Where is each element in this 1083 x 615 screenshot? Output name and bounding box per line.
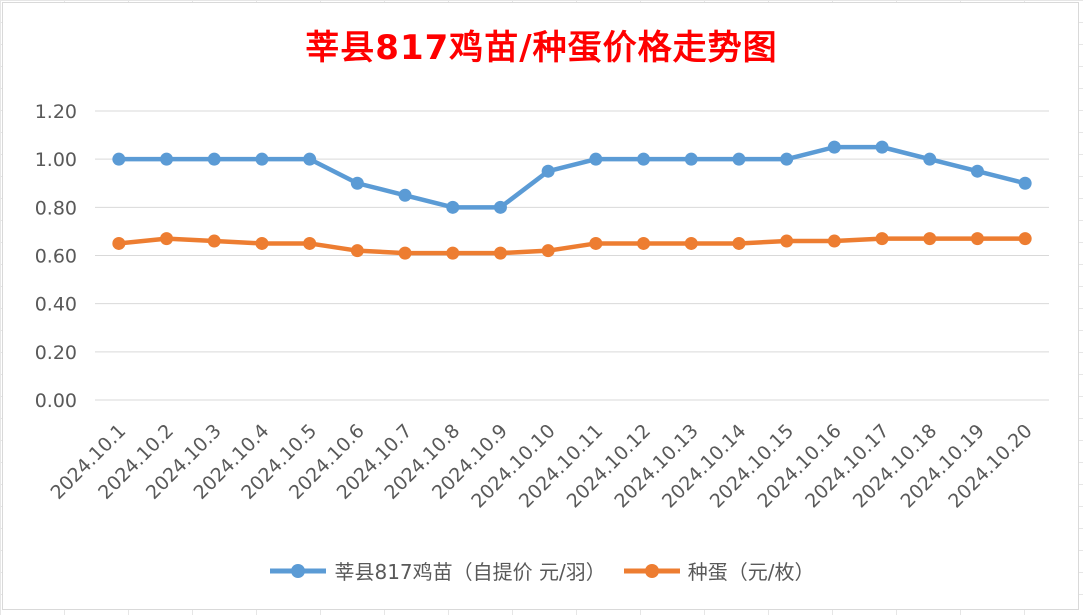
data-point-series-0 xyxy=(112,152,126,166)
data-point-series-1 xyxy=(637,236,651,250)
data-point-series-0 xyxy=(541,164,555,178)
data-point-series-1 xyxy=(446,246,460,260)
data-point-series-1 xyxy=(160,232,174,246)
legend-item-egg: 种蛋（元/枚） xyxy=(622,556,815,585)
series-line-1 xyxy=(116,236,1028,256)
data-point-series-1 xyxy=(1018,232,1032,246)
data-point-series-0 xyxy=(732,152,746,166)
series-line-0 xyxy=(116,144,1028,210)
legend-label-egg: 种蛋（元/枚） xyxy=(687,560,815,584)
y-tick-label: 0.80 xyxy=(35,197,77,219)
data-point-series-0 xyxy=(875,140,889,154)
legend-label-chick: 莘县817鸡苗（自提价 元/羽） xyxy=(334,560,606,584)
data-point-series-1 xyxy=(493,246,507,260)
y-tick-label: 0.40 xyxy=(35,294,77,316)
y-tick-label: 1.00 xyxy=(35,149,77,171)
data-point-series-0 xyxy=(493,200,507,214)
legend-swatch-chick xyxy=(270,563,327,578)
chart-title: 莘县817鸡苗/种蛋价格走势图 xyxy=(305,28,778,68)
data-point-series-1 xyxy=(398,246,412,260)
data-point-series-1 xyxy=(541,244,555,258)
data-point-series-1 xyxy=(112,236,126,250)
data-point-series-1 xyxy=(827,234,841,248)
data-point-series-1 xyxy=(875,232,889,246)
data-point-series-1 xyxy=(923,232,937,246)
y-tick-label: 1.20 xyxy=(35,101,77,123)
data-point-series-1 xyxy=(780,234,794,248)
data-point-series-0 xyxy=(780,152,794,166)
data-point-series-0 xyxy=(160,152,174,166)
data-point-series-1 xyxy=(684,236,698,250)
data-point-series-1 xyxy=(350,244,364,258)
data-point-series-1 xyxy=(589,236,603,250)
y-tick-label: 0.00 xyxy=(35,390,77,412)
legend: 莘县817鸡苗（自提价 元/羽） 种蛋（元/枚） xyxy=(0,556,1083,585)
data-point-series-1 xyxy=(732,236,746,250)
legend-item-chick: 莘县817鸡苗（自提价 元/羽） xyxy=(268,556,606,585)
data-point-series-0 xyxy=(684,152,698,166)
data-point-series-1 xyxy=(255,236,269,250)
y-tick-label: 0.60 xyxy=(35,246,77,268)
y-tick-label: 0.20 xyxy=(35,342,77,364)
data-point-series-0 xyxy=(207,152,221,166)
data-point-series-0 xyxy=(255,152,269,166)
data-point-series-0 xyxy=(350,176,364,190)
legend-swatch-egg xyxy=(623,563,680,578)
data-point-series-0 xyxy=(398,188,412,202)
data-point-series-0 xyxy=(1018,176,1032,190)
data-point-series-1 xyxy=(207,234,221,248)
data-point-series-0 xyxy=(446,200,460,214)
data-point-series-1 xyxy=(303,236,317,250)
data-point-series-0 xyxy=(589,152,603,166)
data-point-series-0 xyxy=(827,140,841,154)
data-point-series-0 xyxy=(923,152,937,166)
data-point-series-0 xyxy=(637,152,651,166)
data-point-series-0 xyxy=(970,164,984,178)
data-point-series-0 xyxy=(303,152,317,166)
data-point-series-1 xyxy=(970,232,984,246)
